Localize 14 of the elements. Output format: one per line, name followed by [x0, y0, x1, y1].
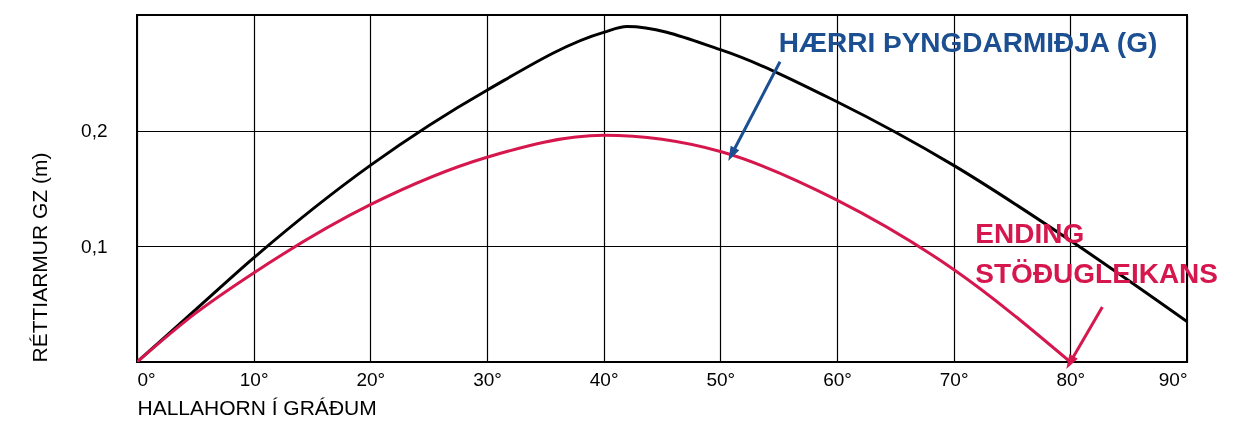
- x-axis-title: HALLAHORN Í GRÁÐUM: [137, 395, 377, 419]
- x-tick-label: 70°: [939, 368, 969, 390]
- x-tick-label: 30°: [473, 368, 502, 390]
- y-axis-title: RÉTTIARMUR GZ (m): [28, 152, 52, 363]
- x-tick-label: 90°: [1158, 368, 1188, 390]
- x-tick-label: 40°: [589, 368, 619, 390]
- x-tick-label: 20°: [356, 368, 386, 390]
- x-tick-label: 50°: [706, 368, 736, 390]
- x-tick-label: 80°: [1056, 368, 1086, 390]
- x-tick-label: 0°: [137, 368, 156, 390]
- y-tick-label: 0,2: [81, 120, 108, 142]
- x-tick-label: 10°: [239, 368, 269, 390]
- y-tick-label: 0,1: [81, 235, 108, 257]
- x-tick-label: 60°: [823, 368, 852, 390]
